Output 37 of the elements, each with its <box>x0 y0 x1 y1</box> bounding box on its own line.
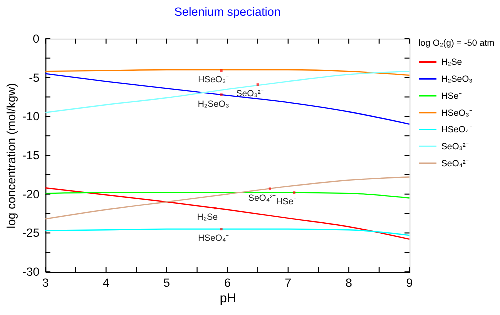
y-tick-label: -5 <box>29 70 40 85</box>
legend-title: log O₂(g) = -50 atm <box>418 38 495 48</box>
annotation: HSe⁻ <box>276 196 297 207</box>
annotation: HSeO₃⁻ <box>198 74 230 85</box>
y-tick-label: -20 <box>22 187 40 202</box>
line-series <box>45 73 410 126</box>
x-tick-label: 7 <box>285 276 292 290</box>
legend-label: SeO₄²⁻ <box>441 158 469 168</box>
legend-label: HSeO₃⁻ <box>441 108 472 118</box>
x-tick-label: 6 <box>224 276 232 290</box>
line-series <box>45 176 410 220</box>
x-tick-label: 8 <box>346 276 353 290</box>
x-tick-label: 9 <box>406 276 414 290</box>
x-tick-label: 4 <box>103 276 110 290</box>
chart-title: Selenium speciation <box>174 5 281 20</box>
y-axis-title: log concentration (mol/kgw) <box>4 83 18 229</box>
legend-label: HSeO₄⁻ <box>441 124 472 135</box>
annotation: SeO₃²⁻ <box>236 88 264 99</box>
annotation: H₂SeO₃ <box>198 98 230 109</box>
line-series <box>45 70 410 114</box>
y-tick-label: -10 <box>22 110 40 124</box>
legend-label: H₂SeO₃ <box>441 74 474 84</box>
y-tick-label: -15 <box>22 148 40 162</box>
y-tick-label: -25 <box>22 226 40 240</box>
legend-label: HSe⁻ <box>441 90 462 101</box>
x-tick-label: 5 <box>164 276 171 290</box>
x-tick-label: 3 <box>42 276 50 290</box>
y-tick-label: 0 <box>33 32 40 46</box>
annotation: H₂Se <box>197 212 218 222</box>
legend-label: SeO₃²⁻ <box>441 142 469 152</box>
annotation: HSeO₄⁻ <box>198 233 230 244</box>
x-axis-title: pH <box>220 290 236 306</box>
line-series <box>45 228 410 236</box>
annotation: SeO₄²⁻ <box>248 192 276 203</box>
y-tick-label: -30 <box>22 265 40 280</box>
line-series <box>45 188 410 240</box>
legend-label: H₂Se <box>441 57 462 68</box>
